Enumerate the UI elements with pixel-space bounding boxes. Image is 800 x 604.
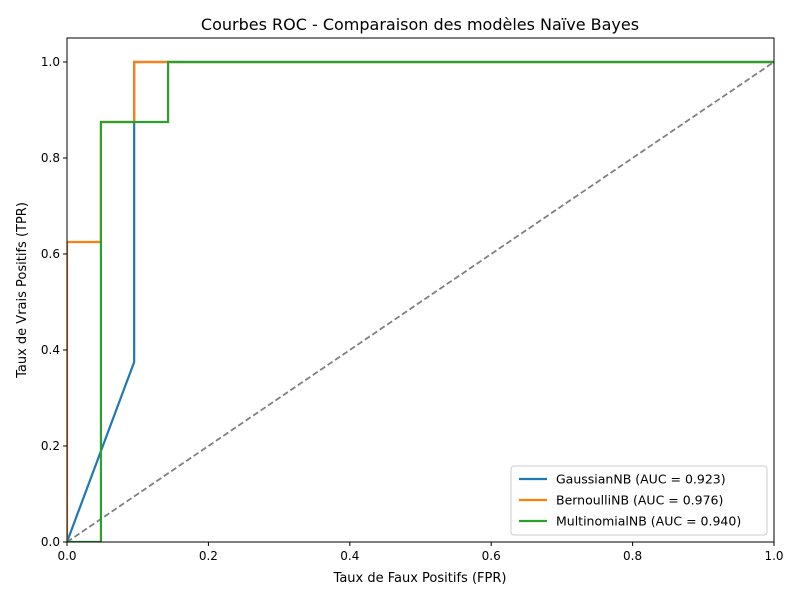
y-tick-label: 0.6: [41, 247, 60, 261]
plot-area: [67, 60, 774, 542]
y-tick-label: 0.8: [41, 151, 60, 165]
y-axis-label: Taux de Vrais Positifs (TPR): [15, 202, 30, 379]
x-tick-label: 0.6: [482, 549, 501, 563]
y-tick-label: 0.0: [41, 535, 60, 549]
plot-lines: [67, 60, 774, 542]
legend-label: BernoulliNB (AUC = 0.976): [556, 493, 723, 508]
legend-label: MultinomialNB (AUC = 0.940): [556, 514, 741, 529]
legend: GaussianNB (AUC = 0.923) BernoulliNB (AUC…: [510, 465, 768, 536]
series-line-3: [67, 60, 774, 542]
y-tick-label: 1.0: [41, 55, 60, 69]
x-tick-label: 1.0: [764, 549, 783, 563]
diagonal-reference-line: [67, 61, 774, 542]
axes-frame: [66, 37, 775, 543]
x-tick-label: 0.4: [340, 549, 359, 563]
x-tick-label: 0.2: [199, 549, 218, 563]
axes: 0.0 0.2 0.4 0.6 0.8 1.0 0.0 0.2 0.4 0.6 0.8 1.0: [41, 37, 784, 563]
x-axis-label: Taux de Faux Positifs (FPR): [333, 571, 507, 586]
x-tick-label: 0.8: [623, 549, 642, 563]
y-tick-label: 0.4: [41, 343, 60, 357]
x-tick-label: 0.0: [57, 549, 76, 563]
y-tick-label: 0.2: [41, 439, 60, 453]
chart-title: Courbes ROC - Comparaison des modèles Na…: [201, 15, 639, 34]
legend-box: [510, 465, 768, 536]
legend-label: GaussianNB (AUC = 0.923): [556, 472, 726, 487]
